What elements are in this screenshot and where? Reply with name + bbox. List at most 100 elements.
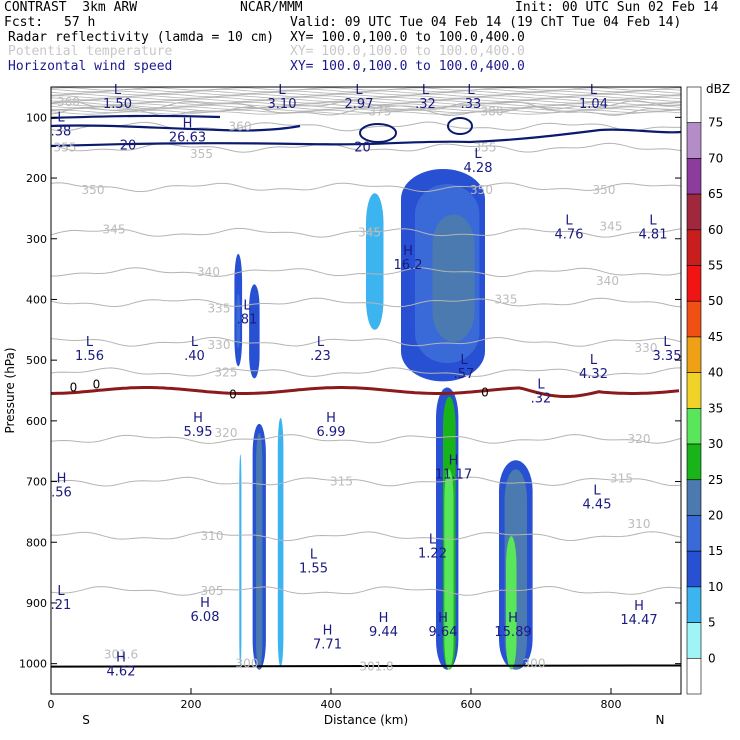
reflectivity-cell-b: [249, 284, 260, 379]
hl-marker-letter: L: [590, 83, 598, 98]
colorbar-swatch: [686, 657, 702, 695]
y-tick-label: 100: [26, 111, 47, 124]
colorbar-level-label: 50: [708, 294, 723, 308]
colorbar-level-label: 30: [708, 437, 723, 451]
x-tick-label: 800: [601, 698, 622, 711]
hl-marker-letter: L: [57, 110, 65, 125]
hl-marker-letter: H: [323, 623, 333, 638]
theta-contour-band: [50, 104, 682, 109]
field1-name: Radar reflectivity (lamda = 10 cm): [8, 30, 275, 45]
theta-label: 300: [523, 657, 546, 671]
contour-labels: 355 355 355 350 350 350 345 345 345 340 340 335 335 3…: [54, 95, 658, 674]
theta-label: 325: [215, 365, 238, 379]
hl-marker-value: .81: [237, 313, 258, 328]
theta-label: 320: [215, 426, 238, 440]
colorbar-level-label: 35: [708, 401, 723, 415]
north-label: N: [656, 713, 665, 727]
hl-marker-letter: L: [663, 335, 671, 350]
field3-name: Horizontal wind speed: [8, 59, 173, 74]
theta-contour-340: [51, 267, 682, 278]
y-tick-label: 800: [26, 536, 47, 549]
theta-contour-325: [50, 367, 682, 377]
wind-contour-ring: [359, 123, 397, 143]
zero-label: 0: [93, 377, 101, 391]
hl-marker-value: 9.44: [369, 625, 398, 640]
colorbar-swatch: [686, 372, 702, 409]
colorbar-level-label: 70: [708, 151, 723, 165]
hl-marker-letter: L: [114, 83, 122, 98]
theta-label: 355: [474, 141, 497, 155]
hl-marker-letter: H: [449, 453, 459, 468]
y-tick-label: 900: [26, 597, 47, 610]
hl-marker-letter: H: [193, 411, 203, 426]
hl-marker-value: .33: [461, 97, 482, 112]
colorbar-swatch: [686, 336, 702, 373]
wind-contour-upper: [50, 114, 221, 120]
colorbar-level-label: 15: [708, 544, 723, 558]
theta-contour-360: [50, 121, 682, 132]
fcst-value: 57 h: [64, 15, 96, 30]
x-tick-label: 0: [48, 698, 55, 711]
theta-contour-350: [50, 182, 682, 193]
valid-time: Valid: 09 UTC Tue 04 Feb 14 (19 ChT Tue …: [290, 15, 682, 30]
theta-contour-band: [50, 87, 682, 91]
fcst-label: Fcst:: [4, 15, 44, 30]
hl-marker-letter: L: [429, 532, 437, 547]
colorbar-level-label: 45: [708, 330, 723, 344]
colorbar-level-label: 60: [708, 223, 723, 237]
theta-label: 345: [600, 220, 623, 234]
hl-marker-letter: H: [183, 116, 193, 131]
colorbar-swatch: [686, 229, 702, 266]
hl-marker-letter: H: [116, 651, 126, 666]
wind-contours: [50, 114, 682, 148]
colorbar-swatch: [686, 86, 702, 124]
reflectivity-cell-e: [277, 417, 284, 667]
hl-marker-letter: L: [355, 83, 363, 98]
model-title: CONTRAST 3km ARW: [4, 0, 138, 15]
theta-label: 380: [481, 104, 504, 118]
surface-line: [50, 664, 682, 668]
hl-marker-letter: L: [590, 353, 598, 368]
hl-marker-letter: L: [278, 83, 286, 98]
hl-marker-letter: L: [649, 214, 657, 229]
theta-contour-band: [50, 90, 682, 94]
colorbar-level-label: 75: [708, 116, 723, 130]
reflectivity-cell-c-core: [256, 432, 263, 670]
y-tick-label: 600: [26, 415, 47, 428]
field3-xy: XY= 100.0,100.0 to 100.0,400.0: [290, 59, 525, 74]
hl-marker-letter: H: [403, 244, 413, 259]
theta-label: 330: [208, 338, 231, 352]
theta-contour-310: [50, 531, 682, 542]
y-tick-label: 400: [26, 293, 47, 306]
hl-marker-value: 1.04: [579, 97, 608, 112]
hl-marker-value: 4.45: [583, 498, 612, 513]
wind-contour-upper: [50, 124, 301, 132]
hl-marker-value: 6.99: [317, 425, 346, 440]
theta-label: 340: [197, 265, 220, 279]
theta-label: 345: [358, 226, 381, 240]
colorbar-swatch: [686, 408, 702, 445]
theta-label: 315: [330, 475, 353, 489]
reflectivity-cell-i-30: [506, 536, 517, 670]
hl-marker-letter: H: [508, 611, 518, 626]
hl-marker-value: 4.62: [107, 665, 136, 680]
colorbar-swatch: [686, 550, 702, 588]
colorbar-level-label: 25: [708, 473, 723, 487]
hl-marker-letter: L: [460, 353, 468, 368]
reflectivity-cells: [234, 168, 533, 670]
reflectivity-cell-g-core: [432, 214, 475, 342]
theta-label: 360: [57, 95, 80, 109]
theta-label: 335: [208, 302, 231, 316]
theta-label: 315: [610, 472, 633, 486]
hl-marker-value: 7.71: [313, 637, 342, 652]
theta-label: 320: [628, 432, 651, 446]
south-label: S: [82, 713, 90, 727]
theta-contour-315: [51, 476, 682, 487]
hl-marker-value: 4.76: [555, 228, 584, 243]
hl-marker-value: 9.64: [429, 625, 458, 640]
wind-label: 20: [120, 139, 137, 154]
colorbar-level-label: 10: [708, 580, 723, 594]
colorbar-swatch: [686, 515, 702, 552]
